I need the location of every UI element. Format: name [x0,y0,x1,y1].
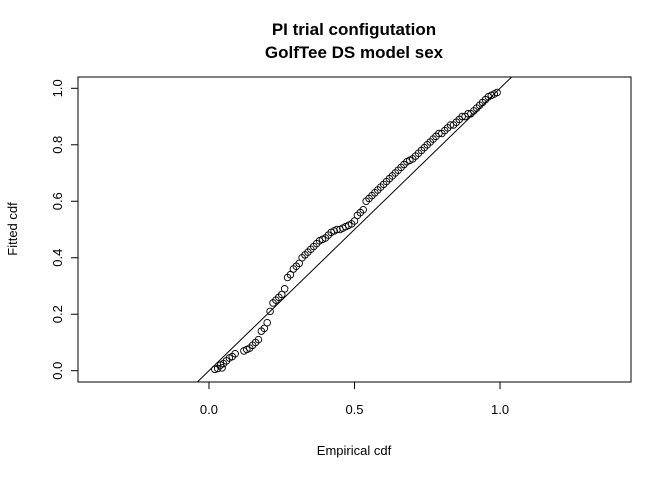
data-point [254,335,263,344]
data-point [263,318,271,327]
y-tick-label: 0.2 [50,305,65,323]
x-tick-label: 1.0 [491,402,509,417]
data-point [493,88,501,97]
data-point [231,350,239,358]
data-point [435,129,443,138]
data-point [333,225,341,234]
data-point [266,307,274,316]
x-axis-label: Empirical cdf [317,443,392,458]
plot-area: 0.0 0.5 1.0 0.0 0.2 0.4 0.6 0.8 1.0 [50,76,632,417]
y-axis-label: Fitted cdf [5,202,20,256]
data-point [464,109,472,118]
reference-line [196,76,513,383]
data-point [458,112,466,121]
data-point [359,205,367,214]
y-tick-label: 0.4 [50,249,65,267]
data-point [211,365,219,374]
data-point [280,285,289,293]
y-tick-label: 0.8 [50,136,65,154]
data-point [446,121,455,129]
x-tick-label: 0.5 [345,402,363,417]
x-tick-label: 0.0 [200,402,218,417]
data-point [218,364,226,372]
y-tick-label: 1.0 [50,79,65,97]
y-tick-label: 0.0 [50,362,65,380]
chart-subtitle: GolfTee DS model sex [265,43,444,62]
y-tick-label: 0.6 [50,192,65,210]
chart-title: PI trial configutation [272,20,436,39]
